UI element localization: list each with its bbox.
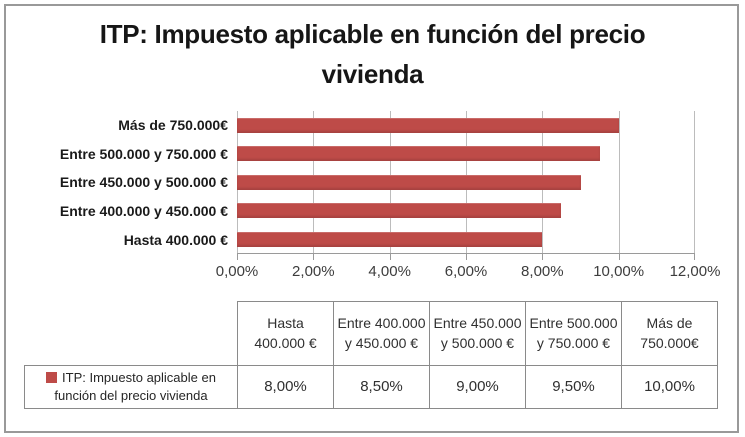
- legend-swatch-icon: [46, 371, 58, 383]
- axis-tick-mark: [694, 254, 695, 260]
- bar: [237, 118, 619, 133]
- table-value-cell: 9,50%: [525, 365, 622, 409]
- x-tick-label: 0,00%: [215, 263, 259, 280]
- gridline: [694, 111, 695, 253]
- table-value-cell: 8,00%: [237, 365, 334, 409]
- y-axis-category-label: Hasta 400.000 €: [123, 231, 228, 248]
- table-column-header: Más de 750.000€: [621, 301, 718, 366]
- axis-tick-mark: [313, 254, 315, 260]
- series-legend-label: ITP: Impuesto aplicable en función del p…: [24, 365, 238, 409]
- x-tick-label: 8,00%: [521, 263, 564, 280]
- y-axis-category-label: Más de 750.000€: [118, 117, 228, 134]
- table-column-header: Entre 400.000 y 450.000 €: [333, 301, 430, 366]
- series-row-label: ITP: Impuesto aplicable en función del p…: [54, 369, 216, 403]
- bar: [237, 231, 543, 247]
- bar: [237, 146, 600, 162]
- table-value-cell: 10,00%: [621, 365, 718, 409]
- axis-tick-mark: [618, 254, 620, 260]
- y-axis-category-label: Entre 400.000 y 450.000 €: [59, 203, 228, 220]
- table-column-header: Entre 450.000 y 500.000 €: [429, 301, 526, 366]
- x-tick-label: 2,00%: [292, 263, 335, 280]
- table-value-row: ITP: Impuesto aplicable en función del p…: [24, 365, 718, 409]
- table-column-header: Entre 500.000 y 750.000 €: [525, 301, 622, 366]
- x-axis-ticks: 0,00% 2,00% 4,00% 6,00% 8,00% 10,00% 12,…: [216, 263, 721, 283]
- x-tick-label: 6,00%: [444, 263, 488, 280]
- data-table: Hasta 400.000 € Entre 400.000 y 450.000 …: [24, 301, 718, 409]
- bar: [237, 203, 562, 219]
- chart-title: ITP: Impuesto aplicable en función del p…: [99, 19, 646, 89]
- axis-tick-mark: [389, 254, 391, 260]
- axis-tick-mark: [237, 254, 238, 260]
- y-axis-category-labels: Más de 750.000€ Entre 500.000 y 750.000 …: [8, 111, 228, 254]
- table-column-header: Hasta 400.000 €: [237, 301, 334, 366]
- x-tick-label: 12,00%: [669, 263, 721, 280]
- bar: [237, 174, 581, 190]
- plot-area: [237, 111, 695, 260]
- y-axis-category-label: Entre 450.000 y 500.000 €: [59, 174, 228, 191]
- table-blank-cell: [25, 302, 238, 366]
- table-value-cell: 8,50%: [333, 365, 430, 409]
- y-axis-category-label: Entre 500.000 y 750.000 €: [59, 145, 228, 162]
- axis-tick-mark: [542, 254, 544, 260]
- gridline: [618, 111, 620, 253]
- table-header-row: Hasta 400.000 € Entre 400.000 y 450.000 …: [25, 301, 718, 366]
- table-value-cell: 9,00%: [429, 365, 526, 409]
- axis-tick-mark: [466, 254, 467, 260]
- x-tick-label: 10,00%: [593, 263, 645, 280]
- x-tick-label: 4,00%: [368, 263, 411, 280]
